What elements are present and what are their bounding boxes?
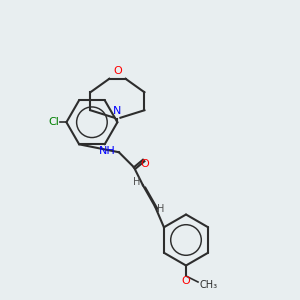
Text: H: H (133, 177, 141, 187)
Text: N: N (113, 106, 122, 116)
Text: CH₃: CH₃ (200, 280, 217, 290)
Text: O: O (182, 276, 190, 286)
Text: NH: NH (99, 146, 116, 156)
Text: O: O (140, 159, 149, 169)
Text: Cl: Cl (48, 117, 59, 127)
Text: O: O (113, 66, 122, 76)
Text: H: H (157, 204, 165, 214)
